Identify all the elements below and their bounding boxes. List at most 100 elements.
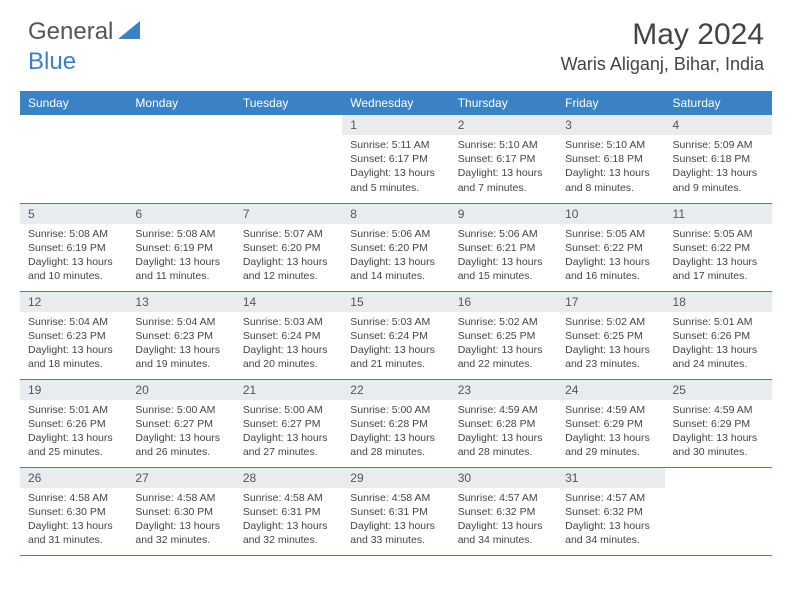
day-number: 31 bbox=[557, 468, 664, 488]
day-data: Sunrise: 5:07 AMSunset: 6:20 PMDaylight:… bbox=[235, 224, 342, 288]
day-data: Sunrise: 5:10 AMSunset: 6:17 PMDaylight:… bbox=[450, 135, 557, 199]
day-data: Sunrise: 5:03 AMSunset: 6:24 PMDaylight:… bbox=[342, 312, 449, 376]
day-data: Sunrise: 4:58 AMSunset: 6:30 PMDaylight:… bbox=[127, 488, 234, 552]
calendar-day-cell: 30Sunrise: 4:57 AMSunset: 6:32 PMDayligh… bbox=[450, 467, 557, 555]
calendar-header-row: SundayMondayTuesdayWednesdayThursdayFrid… bbox=[20, 91, 772, 115]
calendar-day-cell: 26Sunrise: 4:58 AMSunset: 6:30 PMDayligh… bbox=[20, 467, 127, 555]
calendar-day-cell: 15Sunrise: 5:03 AMSunset: 6:24 PMDayligh… bbox=[342, 291, 449, 379]
calendar-day-cell: 6Sunrise: 5:08 AMSunset: 6:19 PMDaylight… bbox=[127, 203, 234, 291]
day-number: 5 bbox=[20, 204, 127, 224]
day-number: 1 bbox=[342, 115, 449, 135]
weekday-header: Sunday bbox=[20, 91, 127, 115]
day-data: Sunrise: 4:57 AMSunset: 6:32 PMDaylight:… bbox=[450, 488, 557, 552]
weekday-header: Tuesday bbox=[235, 91, 342, 115]
calendar-day-cell: 7Sunrise: 5:07 AMSunset: 6:20 PMDaylight… bbox=[235, 203, 342, 291]
calendar-day-cell: 9Sunrise: 5:06 AMSunset: 6:21 PMDaylight… bbox=[450, 203, 557, 291]
day-number: 19 bbox=[20, 380, 127, 400]
day-data: Sunrise: 5:10 AMSunset: 6:18 PMDaylight:… bbox=[557, 135, 664, 199]
location: Waris Aliganj, Bihar, India bbox=[561, 54, 764, 75]
calendar-day-cell: 19Sunrise: 5:01 AMSunset: 6:26 PMDayligh… bbox=[20, 379, 127, 467]
day-number: 26 bbox=[20, 468, 127, 488]
calendar-day-cell: 31Sunrise: 4:57 AMSunset: 6:32 PMDayligh… bbox=[557, 467, 664, 555]
day-data: Sunrise: 4:59 AMSunset: 6:29 PMDaylight:… bbox=[665, 400, 772, 464]
day-data: Sunrise: 4:58 AMSunset: 6:30 PMDaylight:… bbox=[20, 488, 127, 552]
calendar-day-cell bbox=[235, 115, 342, 203]
day-data: Sunrise: 4:59 AMSunset: 6:28 PMDaylight:… bbox=[450, 400, 557, 464]
day-data: Sunrise: 5:00 AMSunset: 6:27 PMDaylight:… bbox=[235, 400, 342, 464]
weekday-header: Friday bbox=[557, 91, 664, 115]
calendar-day-cell: 1Sunrise: 5:11 AMSunset: 6:17 PMDaylight… bbox=[342, 115, 449, 203]
weekday-header: Monday bbox=[127, 91, 234, 115]
calendar-table: SundayMondayTuesdayWednesdayThursdayFrid… bbox=[20, 91, 772, 556]
day-number: 16 bbox=[450, 292, 557, 312]
day-number: 27 bbox=[127, 468, 234, 488]
calendar-week-row: 5Sunrise: 5:08 AMSunset: 6:19 PMDaylight… bbox=[20, 203, 772, 291]
calendar-day-cell: 5Sunrise: 5:08 AMSunset: 6:19 PMDaylight… bbox=[20, 203, 127, 291]
calendar-day-cell: 2Sunrise: 5:10 AMSunset: 6:17 PMDaylight… bbox=[450, 115, 557, 203]
calendar-day-cell: 12Sunrise: 5:04 AMSunset: 6:23 PMDayligh… bbox=[20, 291, 127, 379]
day-number: 28 bbox=[235, 468, 342, 488]
header: General May 2024 Waris Aliganj, Bihar, I… bbox=[0, 0, 792, 83]
day-data: Sunrise: 5:02 AMSunset: 6:25 PMDaylight:… bbox=[450, 312, 557, 376]
day-number: 10 bbox=[557, 204, 664, 224]
day-data: Sunrise: 5:04 AMSunset: 6:23 PMDaylight:… bbox=[127, 312, 234, 376]
day-number: 9 bbox=[450, 204, 557, 224]
day-data: Sunrise: 5:03 AMSunset: 6:24 PMDaylight:… bbox=[235, 312, 342, 376]
day-data: Sunrise: 5:00 AMSunset: 6:27 PMDaylight:… bbox=[127, 400, 234, 464]
calendar-day-cell: 17Sunrise: 5:02 AMSunset: 6:25 PMDayligh… bbox=[557, 291, 664, 379]
day-data: Sunrise: 4:57 AMSunset: 6:32 PMDaylight:… bbox=[557, 488, 664, 552]
day-number: 20 bbox=[127, 380, 234, 400]
day-data: Sunrise: 5:08 AMSunset: 6:19 PMDaylight:… bbox=[127, 224, 234, 288]
calendar-day-cell bbox=[127, 115, 234, 203]
day-number: 14 bbox=[235, 292, 342, 312]
calendar-day-cell: 23Sunrise: 4:59 AMSunset: 6:28 PMDayligh… bbox=[450, 379, 557, 467]
logo-text-general: General bbox=[28, 18, 113, 46]
calendar-day-cell: 10Sunrise: 5:05 AMSunset: 6:22 PMDayligh… bbox=[557, 203, 664, 291]
day-data: Sunrise: 5:09 AMSunset: 6:18 PMDaylight:… bbox=[665, 135, 772, 199]
day-data: Sunrise: 5:01 AMSunset: 6:26 PMDaylight:… bbox=[665, 312, 772, 376]
day-data: Sunrise: 5:00 AMSunset: 6:28 PMDaylight:… bbox=[342, 400, 449, 464]
calendar-day-cell: 22Sunrise: 5:00 AMSunset: 6:28 PMDayligh… bbox=[342, 379, 449, 467]
day-data: Sunrise: 5:05 AMSunset: 6:22 PMDaylight:… bbox=[665, 224, 772, 288]
day-number: 11 bbox=[665, 204, 772, 224]
day-data: Sunrise: 4:58 AMSunset: 6:31 PMDaylight:… bbox=[342, 488, 449, 552]
title-block: May 2024 Waris Aliganj, Bihar, India bbox=[561, 18, 764, 75]
day-number: 21 bbox=[235, 380, 342, 400]
day-number: 25 bbox=[665, 380, 772, 400]
calendar-week-row: 26Sunrise: 4:58 AMSunset: 6:30 PMDayligh… bbox=[20, 467, 772, 555]
calendar-day-cell bbox=[20, 115, 127, 203]
day-number: 13 bbox=[127, 292, 234, 312]
day-number: 8 bbox=[342, 204, 449, 224]
day-data: Sunrise: 5:08 AMSunset: 6:19 PMDaylight:… bbox=[20, 224, 127, 288]
day-number: 17 bbox=[557, 292, 664, 312]
calendar-day-cell: 25Sunrise: 4:59 AMSunset: 6:29 PMDayligh… bbox=[665, 379, 772, 467]
day-data: Sunrise: 5:11 AMSunset: 6:17 PMDaylight:… bbox=[342, 135, 449, 199]
calendar-day-cell: 16Sunrise: 5:02 AMSunset: 6:25 PMDayligh… bbox=[450, 291, 557, 379]
calendar-day-cell: 18Sunrise: 5:01 AMSunset: 6:26 PMDayligh… bbox=[665, 291, 772, 379]
calendar-week-row: 12Sunrise: 5:04 AMSunset: 6:23 PMDayligh… bbox=[20, 291, 772, 379]
day-number: 2 bbox=[450, 115, 557, 135]
month-title: May 2024 bbox=[561, 18, 764, 52]
logo: General bbox=[28, 18, 142, 46]
day-data: Sunrise: 5:06 AMSunset: 6:20 PMDaylight:… bbox=[342, 224, 449, 288]
calendar-week-row: 19Sunrise: 5:01 AMSunset: 6:26 PMDayligh… bbox=[20, 379, 772, 467]
day-number: 3 bbox=[557, 115, 664, 135]
day-number: 22 bbox=[342, 380, 449, 400]
day-data: Sunrise: 5:06 AMSunset: 6:21 PMDaylight:… bbox=[450, 224, 557, 288]
weekday-header: Saturday bbox=[665, 91, 772, 115]
calendar-day-cell: 20Sunrise: 5:00 AMSunset: 6:27 PMDayligh… bbox=[127, 379, 234, 467]
calendar-day-cell: 8Sunrise: 5:06 AMSunset: 6:20 PMDaylight… bbox=[342, 203, 449, 291]
day-number: 12 bbox=[20, 292, 127, 312]
calendar-day-cell: 27Sunrise: 4:58 AMSunset: 6:30 PMDayligh… bbox=[127, 467, 234, 555]
calendar-day-cell: 13Sunrise: 5:04 AMSunset: 6:23 PMDayligh… bbox=[127, 291, 234, 379]
day-number: 7 bbox=[235, 204, 342, 224]
day-data: Sunrise: 5:02 AMSunset: 6:25 PMDaylight:… bbox=[557, 312, 664, 376]
weekday-header: Wednesday bbox=[342, 91, 449, 115]
calendar-day-cell: 28Sunrise: 4:58 AMSunset: 6:31 PMDayligh… bbox=[235, 467, 342, 555]
calendar-day-cell: 3Sunrise: 5:10 AMSunset: 6:18 PMDaylight… bbox=[557, 115, 664, 203]
day-data: Sunrise: 4:59 AMSunset: 6:29 PMDaylight:… bbox=[557, 400, 664, 464]
calendar-day-cell: 21Sunrise: 5:00 AMSunset: 6:27 PMDayligh… bbox=[235, 379, 342, 467]
day-number: 23 bbox=[450, 380, 557, 400]
day-number: 29 bbox=[342, 468, 449, 488]
calendar-day-cell: 24Sunrise: 4:59 AMSunset: 6:29 PMDayligh… bbox=[557, 379, 664, 467]
